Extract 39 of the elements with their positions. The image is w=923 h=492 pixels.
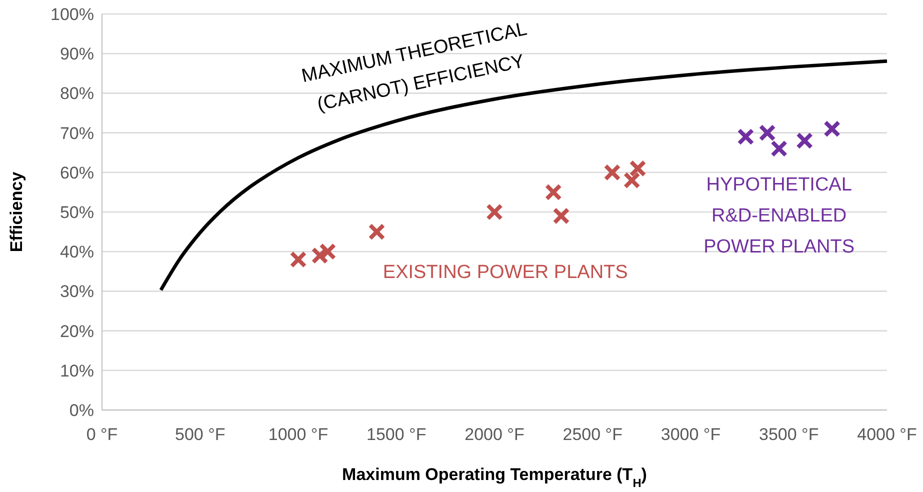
point (290, 251, 307, 268)
y-tick-label: 90% (60, 44, 94, 64)
point (544, 184, 562, 201)
y-tick-label: 40% (60, 242, 94, 262)
y-tick-label: 30% (60, 282, 94, 302)
point (758, 124, 776, 142)
y-axis-title: Efficiency (7, 171, 26, 252)
point (319, 243, 336, 260)
point (623, 172, 640, 189)
x-tick-label: 1000 °F (268, 425, 328, 444)
y-tick-label: 50% (60, 202, 94, 222)
text: HYPOTHETICAL R&D-ENABLED POWER PLANTS (704, 174, 855, 258)
x-tick-label: 0 °F (86, 425, 118, 444)
x-tick-label: 4000 °F (857, 425, 917, 444)
point (796, 132, 814, 150)
x-tick-label: 500 °F (174, 425, 226, 444)
x-tick-label: 3500 °F (759, 425, 819, 444)
x-tick-label: 2500 °F (562, 425, 622, 444)
x-tick-label: 2000 °F (464, 425, 524, 444)
point (368, 223, 386, 240)
y-tick-label: 60% (60, 163, 94, 182)
y-tick-label: 0% (69, 400, 94, 420)
point (311, 247, 328, 264)
point (629, 160, 646, 177)
point (486, 204, 503, 220)
y-tick-label: 10% (60, 361, 94, 380)
y-tick-label: 100% (50, 4, 94, 24)
y-tick-label: 80% (60, 84, 94, 104)
y-tick-label: 20% (60, 322, 94, 341)
series-label: EXISTING POWER PLANTS (382, 262, 628, 284)
point (770, 140, 788, 158)
point (552, 207, 570, 224)
x-axis-title: Maximum Operating Temperature (T$_{H}$) (342, 465, 647, 490)
point (604, 164, 621, 181)
point (737, 128, 754, 146)
point (824, 120, 841, 138)
x-tick-label: 3000 °F (660, 425, 721, 444)
y-tick-label: 70% (60, 124, 94, 143)
x-tick-label: 1500 °F (366, 425, 426, 444)
